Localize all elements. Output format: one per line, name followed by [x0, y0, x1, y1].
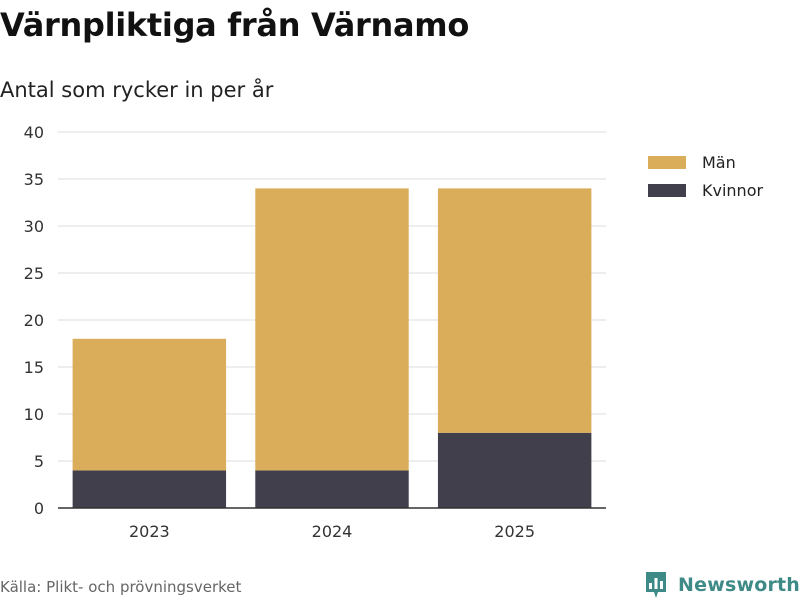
bars [72, 188, 592, 508]
y-tick-label: 10 [24, 405, 44, 424]
brand-logo[interactable]: Newsworthy [644, 570, 800, 600]
x-tick-label: 2024 [312, 522, 353, 541]
bar-men-2025[interactable] [437, 188, 592, 433]
legend-swatch-men [648, 155, 686, 169]
y-tick-label: 0 [34, 499, 44, 518]
legend-item-women[interactable]: Kvinnor [648, 176, 763, 204]
bar-women-2024[interactable] [255, 470, 409, 508]
legend-item-men[interactable]: Män [648, 148, 763, 176]
brand-name: Newsworthy [678, 574, 800, 596]
y-tick-label: 15 [24, 358, 44, 377]
bar-women-2025[interactable] [437, 432, 592, 508]
bar-men-2023[interactable] [72, 338, 227, 471]
legend-swatch-women [648, 183, 686, 197]
x-tick-label: 2023 [129, 522, 170, 541]
legend-label-women: Kvinnor [702, 180, 764, 200]
chart-subtitle: Antal som rycker in per år [0, 78, 274, 102]
legend: Män Kvinnor [648, 148, 763, 204]
y-tick-label: 25 [24, 264, 44, 283]
bar-men-2024[interactable] [255, 188, 409, 471]
y-tick-label: 30 [24, 217, 44, 236]
x-tick-label: 2025 [494, 522, 535, 541]
legend-label-men: Män [702, 152, 736, 172]
y-tick-label: 5 [34, 452, 44, 471]
source-note: Källa: Plikt- och prövningsverket [0, 578, 242, 596]
y-tick-label: 20 [24, 311, 44, 330]
bar-women-2023[interactable] [72, 470, 227, 508]
chart-title: Värnpliktiga från Värnamo [0, 6, 470, 44]
y-tick-label: 35 [24, 170, 44, 189]
y-tick-label: 40 [24, 123, 44, 142]
newsworthy-logo-icon [646, 572, 666, 598]
